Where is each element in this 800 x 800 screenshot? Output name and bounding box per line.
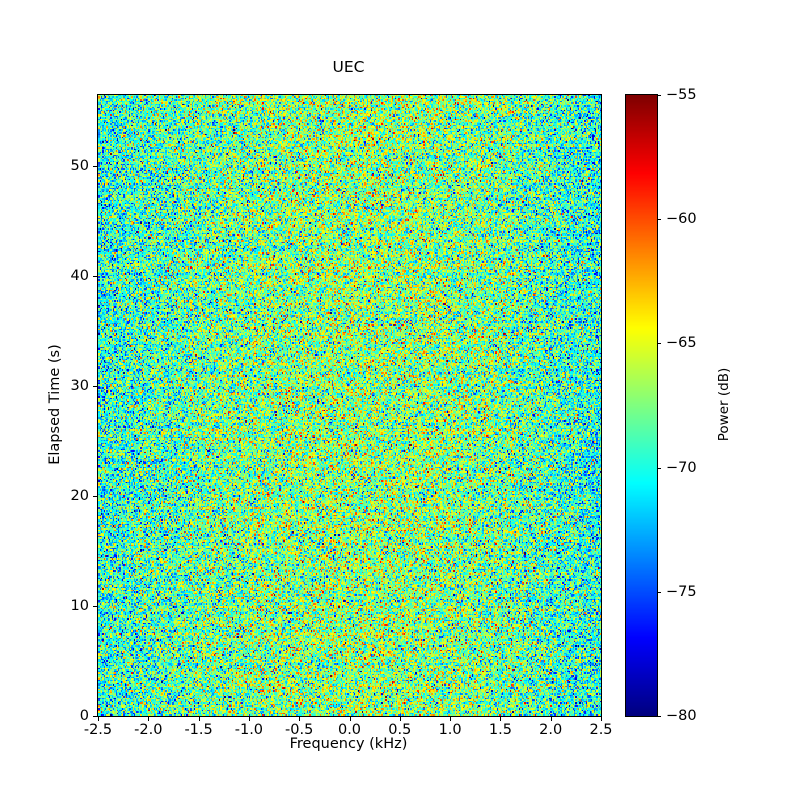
y-tick-mark [93,166,97,168]
colorbar-tick-mark [657,467,661,469]
colorbar-tick-mark [657,95,661,96]
colorbar-tick-mark [657,219,661,221]
x-axis-label: Frequency (kHz) [289,736,408,752]
x-tick-mark [98,717,99,721]
x-tick-label: 1.5 [488,722,512,738]
x-tick-label: 0.5 [388,722,412,738]
colorbar-tick-label: −60 [666,210,697,227]
x-tick-label: 1.0 [438,722,462,738]
colorbar-tick-label: −75 [666,583,697,600]
y-tick-label: 30 [70,378,89,394]
x-tick-mark [198,717,200,721]
x-tick-label: -2.5 [83,722,113,738]
y-tick-mark [93,276,97,278]
x-tick-mark [399,717,401,721]
x-tick-label: 2.5 [589,722,613,738]
x-tick-mark [148,717,150,721]
spectrogram-axes: 0 10 20 30 40 50 -2.5 -2.0 -1.5 -1.0 -0.5 0.0 0.5 1.… [71,94,613,737]
x-tick-label: 2.0 [539,722,563,738]
title-line-station: UEC [332,58,365,76]
colorbar-tick-label: −65 [666,335,697,352]
colorbar-gradient [626,95,657,716]
x-tick-label: -0.5 [285,722,314,738]
x-tick-mark [550,717,552,721]
y-axis-label: Elapsed Time (s) [47,344,63,465]
colorbar-tick-label: −70 [666,459,697,476]
y-tick-label: 0 [79,707,89,724]
power-colorbar: −80 −75 −70 −65 −60 −55 [625,88,697,723]
colorbar-tick-mark [657,716,661,717]
y-tick-mark [93,606,97,608]
x-tick-label: -2.0 [134,722,163,738]
y-tick-mark [93,716,97,717]
colorbar-label: Power (dB) [716,367,732,442]
y-tick-label: 50 [70,158,89,175]
y-tick-label: 20 [70,487,89,504]
x-tick-mark [500,717,502,721]
y-tick-mark [93,386,97,388]
spectrogram-image [98,95,601,716]
colorbar-tick-mark [657,343,661,345]
x-tick-mark [299,717,301,721]
colorbar-tick-label: −55 [666,86,697,103]
colorbar-tick-label: −80 [666,707,697,724]
x-tick-mark [601,717,602,721]
y-tick-mark [93,496,97,498]
x-tick-label: 0.0 [337,722,362,738]
y-tick-label: 10 [70,597,89,614]
x-tick-mark [450,717,452,721]
y-tick-label: 40 [70,268,89,285]
colorbar-tick-mark [657,591,661,593]
x-tick-label: -1.0 [234,722,264,738]
x-tick-mark [248,717,250,721]
x-tick-label: -1.5 [184,722,213,738]
x-tick-mark [349,717,351,721]
